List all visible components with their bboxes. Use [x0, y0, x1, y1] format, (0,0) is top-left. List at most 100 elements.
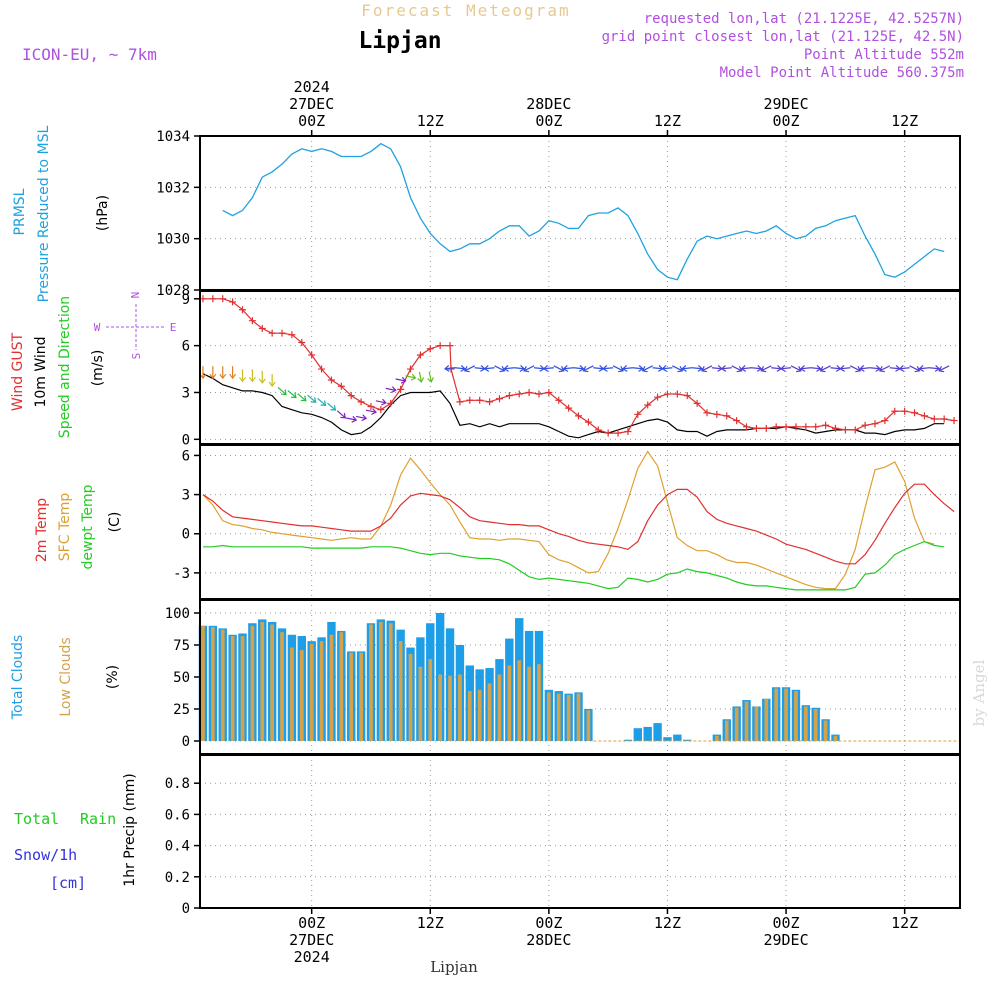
wind-direction-arrow [583, 365, 594, 372]
low-cloud-bar [487, 683, 492, 741]
grid-point-coords: grid point closest lon,lat (21.125E, 42.… [602, 29, 964, 45]
gust-marker [901, 407, 909, 415]
wind-arrow-head [483, 364, 490, 372]
gust-marker [841, 426, 849, 434]
clouds-unit-label: (%) [105, 665, 121, 689]
wind-direction-arrow [375, 400, 386, 404]
y-tick-label: 1030 [156, 232, 190, 248]
time-label: 12Z [891, 914, 918, 932]
panel-frames [199, 135, 961, 909]
y-tick-label: 50 [173, 670, 190, 686]
gust-marker [703, 409, 711, 417]
gust-marker [278, 329, 286, 337]
wind-direction-arrow [533, 367, 545, 370]
time-label: 00Z [773, 914, 800, 932]
total-cloud-bar [663, 737, 672, 741]
wind-arrow-head [219, 373, 227, 380]
wind-arrow-head [410, 373, 417, 381]
time-label: 00Z [535, 112, 562, 130]
gust-marker [624, 428, 632, 436]
gust-marker [466, 396, 474, 404]
gust-marker [940, 415, 948, 423]
gust-marker [822, 421, 830, 429]
wind-direction-arrow [889, 367, 900, 370]
wind-direction-arrow [909, 365, 920, 372]
panel-frame-precipitation [199, 754, 961, 909]
gust-marker [634, 410, 642, 418]
low-cloud-bar [250, 625, 255, 741]
y-axis-ticks: 10281030103210340369-3036025507510000.20… [156, 129, 200, 917]
wind-arrow-head [542, 364, 549, 372]
y-tick-label: 0 [182, 901, 190, 917]
total-label: Total [14, 810, 59, 828]
wind-arrow-head [875, 364, 882, 372]
data-marks [198, 142, 960, 909]
wind-direction-arrow [849, 365, 861, 372]
wind-direction-arrow [504, 367, 515, 370]
wind-unit-label: (m/s) [90, 350, 106, 387]
rain-label: Rain [80, 810, 116, 828]
gust-marker [505, 392, 513, 400]
grid-lines [200, 135, 960, 909]
wind-direction-arrow [899, 367, 910, 370]
wind-direction-arrow [731, 365, 742, 372]
wind-arrow-head [855, 366, 862, 373]
wind-direction-arrow [820, 365, 831, 372]
low-cloud-bar [744, 701, 749, 741]
wind-direction-arrow [652, 367, 663, 370]
wind-direction-arrow [781, 367, 792, 370]
wind-arrow-head [503, 364, 509, 372]
low-cloud-bar [556, 693, 561, 741]
pressure-msl-label: Pressure Reduced to MSL [36, 125, 52, 302]
wind-panel-labels: Wind GUST 10m Wind Speed and Direction (… [10, 296, 106, 438]
gust-marker [654, 393, 662, 401]
temp-sfc-line [202, 450, 935, 590]
gust-marker [229, 298, 237, 306]
y-tick-label: 0 [182, 527, 190, 543]
wind-direction-arrow [454, 367, 465, 370]
gust-marker [693, 399, 701, 407]
wind-direction-arrow [514, 367, 525, 370]
wind-arrow-head [582, 366, 589, 373]
wind-arrow-head [780, 364, 786, 372]
wind-arrow-head [340, 412, 347, 419]
low-cloud-bar [794, 691, 798, 741]
wind-arrow-head [756, 364, 763, 372]
total-cloud-bar [633, 728, 643, 741]
gust-marker [446, 342, 454, 350]
low-cloud-bar [369, 624, 373, 741]
temp-2m-line [202, 483, 955, 565]
wind-arrow-head [661, 364, 668, 372]
gust-marker [447, 365, 455, 373]
low-cloud-bar [823, 720, 828, 741]
compass-w: W [94, 321, 101, 334]
gust-marker [238, 306, 246, 314]
gust-marker [318, 365, 326, 373]
wind-arrow-head [819, 366, 826, 373]
gust-marker [851, 426, 859, 434]
low-cloud-bar [784, 688, 788, 741]
wind-direction-arrow [662, 367, 673, 370]
wind-direction-arrow [810, 367, 821, 370]
wind-arrow-head [562, 364, 569, 372]
low-cloud-bar [309, 643, 314, 741]
compass-e: E [170, 321, 177, 334]
precip-axis-label: 1hr Precip (mm) [122, 773, 138, 886]
low-cloud-bar [319, 641, 324, 741]
wind-arrow-head [602, 364, 608, 372]
wind-arrow-head [351, 415, 358, 423]
model-altitude: Model Point Altitude 560.375m [720, 65, 964, 81]
wind-arrow-head [641, 366, 648, 373]
gust-marker [733, 417, 741, 425]
gust-marker [861, 421, 869, 429]
footer-location: Lipjan [430, 958, 478, 976]
wind-direction-arrow [395, 378, 406, 382]
low-cloud-bar [260, 621, 265, 741]
wind-arrow-head [290, 392, 297, 399]
y-tick-label: 75 [173, 638, 190, 654]
gust-marker [426, 345, 434, 353]
wind-direction-arrow [287, 390, 297, 398]
gust-marker [663, 390, 671, 398]
low-cloud-bar [398, 641, 403, 741]
low-cloud-bar [813, 709, 818, 741]
